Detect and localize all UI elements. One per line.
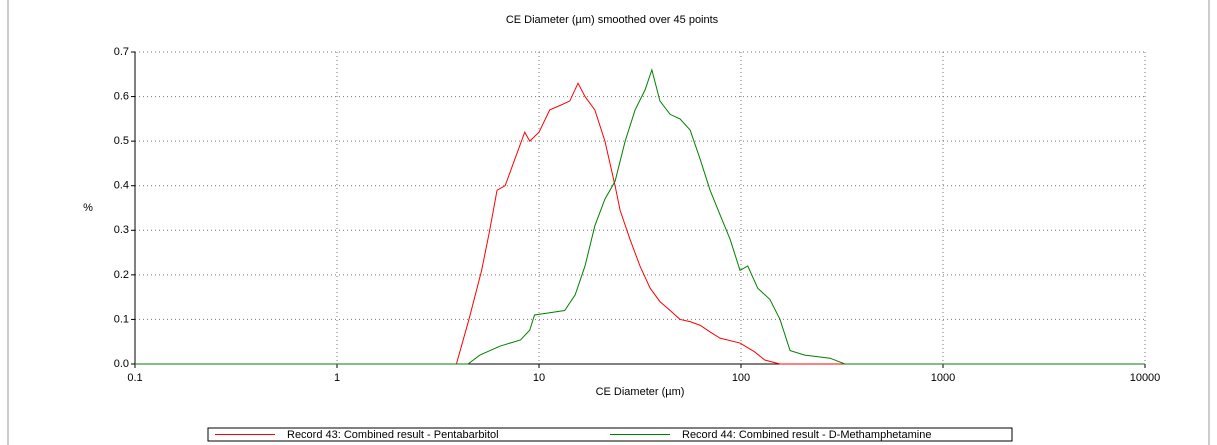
x-tick-label: 1 — [334, 372, 340, 384]
x-tick-label: 10 — [533, 372, 545, 384]
x-tick-label: 1000 — [931, 372, 955, 384]
y-tick-label: 0.6 — [114, 90, 129, 102]
legend-label: Record 43: Combined result - Pentabarbit… — [287, 429, 499, 441]
x-axis-label: CE Diameter (µm) — [596, 386, 685, 398]
series-line — [135, 82, 1145, 365]
y-tick-label: 0.7 — [114, 46, 129, 58]
y-axis-label: % — [83, 202, 93, 214]
x-tick-label: 0.1 — [127, 372, 142, 384]
x-tick-label: 100 — [732, 372, 750, 384]
x-tick-label: 10000 — [1130, 372, 1161, 384]
chart-title: CE Diameter (µm) smoothed over 45 points — [506, 14, 719, 26]
y-tick-label: 0.2 — [114, 269, 129, 281]
y-tick-label: 0.3 — [114, 224, 129, 236]
y-tick-label: 0.0 — [114, 358, 129, 370]
y-tick-label: 0.5 — [114, 135, 129, 147]
series-line — [135, 68, 1145, 365]
y-tick-label: 0.4 — [114, 180, 129, 192]
y-tick-label: 0.1 — [114, 313, 129, 325]
legend-label: Record 44: Combined result - D-Methamphe… — [682, 429, 931, 441]
